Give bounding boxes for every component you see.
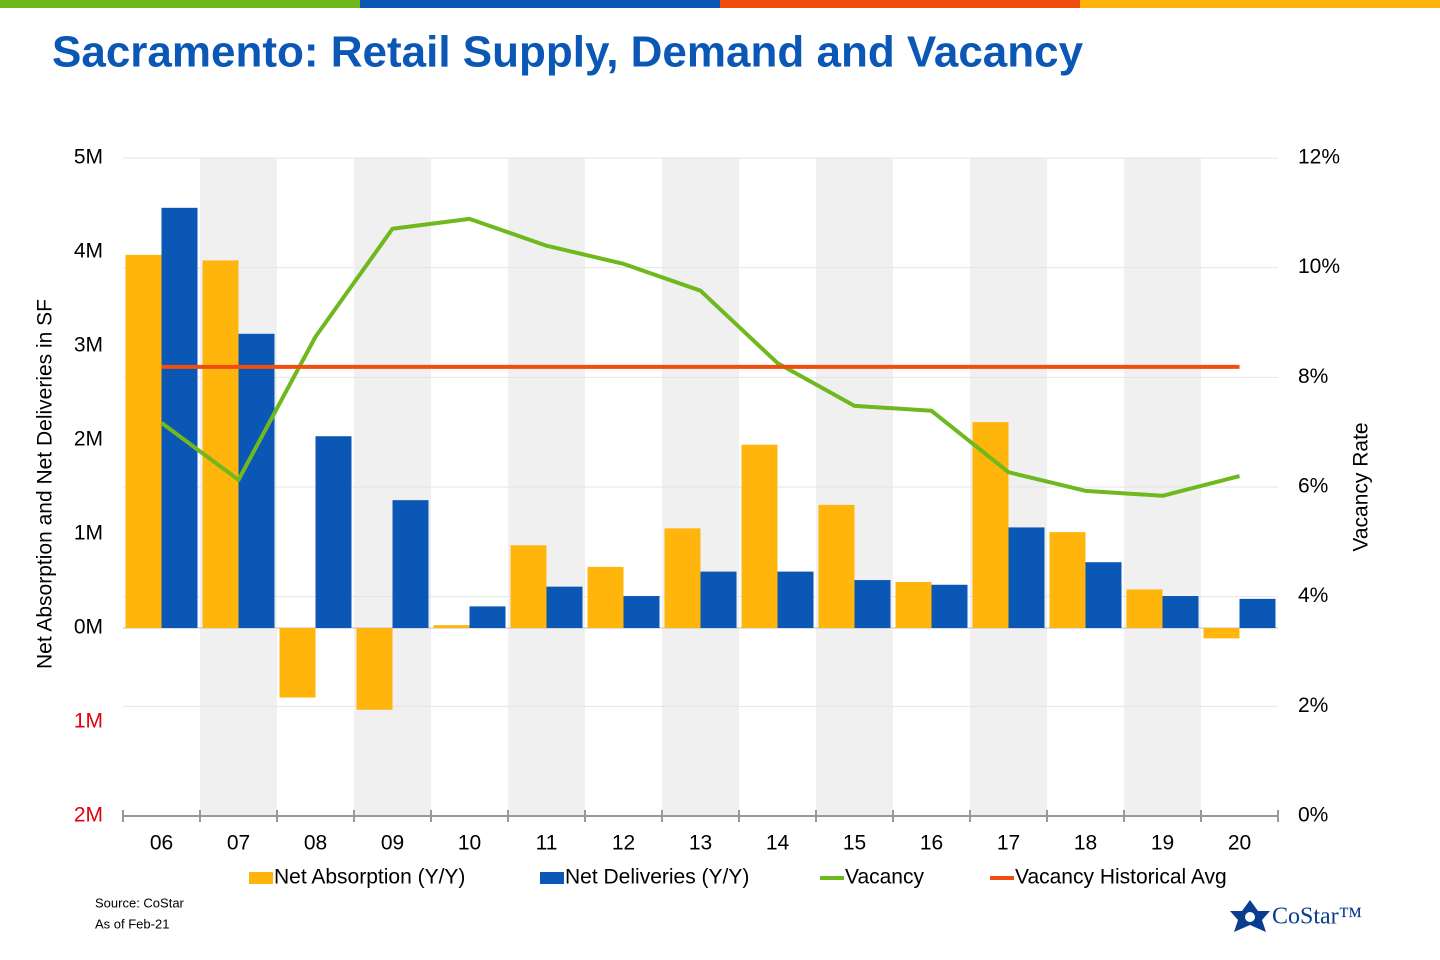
y2-tick-label: 8%: [1298, 365, 1328, 388]
y-tick-label: 1M: [74, 522, 103, 545]
y2-tick-label: 10%: [1298, 255, 1340, 278]
bar: [700, 571, 737, 628]
x-tick-label: 16: [920, 832, 943, 855]
bar: [161, 207, 198, 628]
bar: [1008, 527, 1045, 628]
legend-swatch: [540, 872, 564, 884]
bar: [202, 260, 239, 628]
bar: [433, 625, 470, 628]
bar: [356, 628, 393, 710]
bar: [315, 436, 352, 628]
y-tick-label: 5M: [74, 146, 103, 169]
y2-tick-label: 2%: [1298, 694, 1328, 717]
x-tick-label: 06: [150, 832, 173, 855]
top-stripe: [720, 0, 1080, 8]
top-stripe: [0, 0, 360, 8]
x-tick-label: 18: [1074, 832, 1097, 855]
bar: [546, 586, 583, 628]
bar: [972, 422, 1009, 628]
chart-title: Sacramento: Retail Supply, Demand and Va…: [52, 28, 1084, 77]
bar: [587, 566, 624, 628]
y2-tick-label: 4%: [1298, 584, 1328, 607]
bar: [1162, 596, 1199, 628]
y2-axis-label: Vacancy Rate: [1350, 422, 1373, 551]
bar: [125, 254, 162, 628]
x-tick-label: 12: [612, 832, 635, 855]
bar: [854, 580, 891, 628]
bar: [510, 545, 547, 628]
x-tick-label: 19: [1151, 832, 1174, 855]
line: [160, 216, 1240, 498]
y-axis-label: Net Absorption and Net Deliveries in SF: [34, 299, 57, 669]
x-tick-label: 17: [997, 832, 1020, 855]
legend-label: Net Absorption (Y/Y): [274, 866, 465, 889]
legend-label: Vacancy: [845, 866, 924, 889]
y-tick-label: 3M: [74, 334, 103, 357]
x-tick-label: 13: [689, 832, 712, 855]
bar: [741, 444, 778, 628]
logo-icon: [1230, 900, 1270, 932]
x-tick-label: 07: [227, 832, 250, 855]
bar: [1049, 532, 1086, 628]
y2-tick-label: 6%: [1298, 475, 1328, 498]
legend-swatch: [249, 872, 273, 884]
bar: [1126, 589, 1163, 628]
y-tick-label: 2M: [74, 428, 103, 451]
bar: [392, 500, 429, 628]
bar: [777, 571, 814, 628]
bar: [931, 584, 968, 628]
x-tick-label: 10: [458, 832, 481, 855]
y-tick-label: 1M: [74, 710, 103, 733]
bar: [623, 596, 660, 628]
bar: [818, 504, 855, 628]
logo-text: CoStar™: [1272, 904, 1362, 930]
y-tick-label: 4M: [74, 240, 103, 263]
y2-tick-label: 12%: [1298, 146, 1340, 169]
bar: [1239, 598, 1276, 628]
bar: [1085, 562, 1122, 628]
bar: [664, 528, 701, 628]
y-tick-label: 2M: [74, 804, 103, 827]
top-stripe: [360, 0, 720, 8]
bar: [279, 628, 316, 698]
x-tick-label: 11: [536, 832, 558, 855]
legend-label: Vacancy Historical Avg: [1015, 866, 1227, 889]
x-tick-label: 15: [843, 832, 866, 855]
bar: [1203, 628, 1240, 639]
y-tick-label: 0M: [74, 616, 103, 639]
bar: [895, 581, 932, 628]
source-note: Source: CoStar: [95, 895, 185, 910]
x-tick-label: 08: [304, 832, 327, 855]
bar: [469, 606, 506, 628]
x-tick-label: 09: [381, 832, 404, 855]
as-of-note: As of Feb-21: [95, 916, 169, 931]
x-tick-label: 14: [766, 832, 790, 855]
bar: [238, 333, 275, 628]
legend-label: Net Deliveries (Y/Y): [565, 866, 749, 889]
y2-tick-label: 0%: [1298, 804, 1328, 827]
x-tick-label: 20: [1228, 832, 1251, 855]
top-stripe: [1080, 0, 1440, 8]
